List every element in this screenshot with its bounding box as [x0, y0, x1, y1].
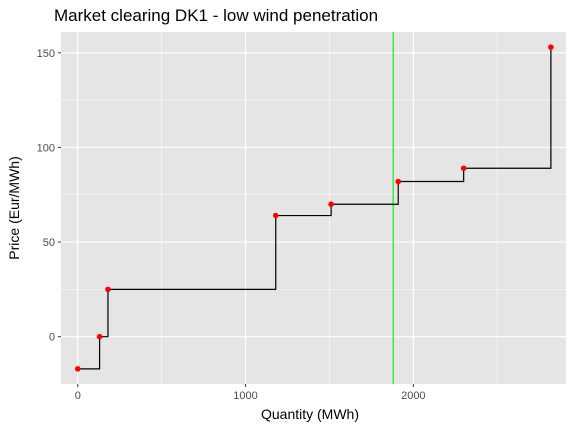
- y-axis-title: Price (Eur/MWh): [6, 156, 22, 259]
- y-tick-label: 100: [37, 142, 55, 154]
- x-axis: 0 1000 2000: [75, 384, 426, 402]
- data-point: [105, 287, 111, 293]
- x-axis-title: Quantity (MWh): [261, 406, 359, 422]
- x-tick-label: 1000: [233, 390, 257, 402]
- y-tick-label: 150: [37, 48, 55, 60]
- data-point: [273, 213, 279, 219]
- y-tick-label: 0: [49, 332, 55, 344]
- plot-panel: [61, 32, 566, 384]
- data-point: [461, 165, 467, 171]
- y-tick-label: 50: [43, 237, 55, 249]
- x-tick-label: 2000: [401, 390, 425, 402]
- data-point: [97, 334, 103, 340]
- data-point: [75, 366, 81, 372]
- chart-title: Market clearing DK1 - low wind penetrati…: [54, 6, 378, 25]
- data-point: [328, 201, 334, 207]
- x-tick-label: 0: [75, 390, 81, 402]
- y-axis: 0 50 100 150: [37, 48, 61, 344]
- data-point: [395, 179, 401, 185]
- data-point: [548, 44, 554, 50]
